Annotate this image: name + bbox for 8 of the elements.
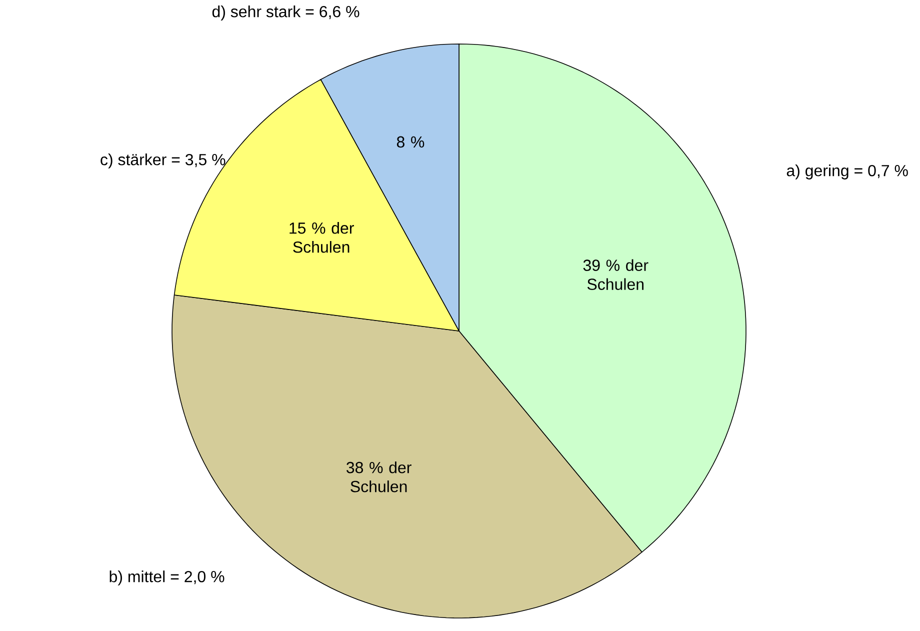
data-label: 39 % der Schulen [583,259,648,290]
data-label: 15 % der Schulen [290,222,354,253]
slice-label: c) stärker = 3,5 % [100,154,226,168]
data-label: 8 % [396,136,424,148]
slice-label: a) gering = 0,7 % [786,164,908,180]
slice-label: d) sehr stark = 6,6 % [212,6,360,20]
data-label: 38 % der Schulen [346,461,412,492]
slice-label: b) mittel = 2,0 % [110,570,224,586]
